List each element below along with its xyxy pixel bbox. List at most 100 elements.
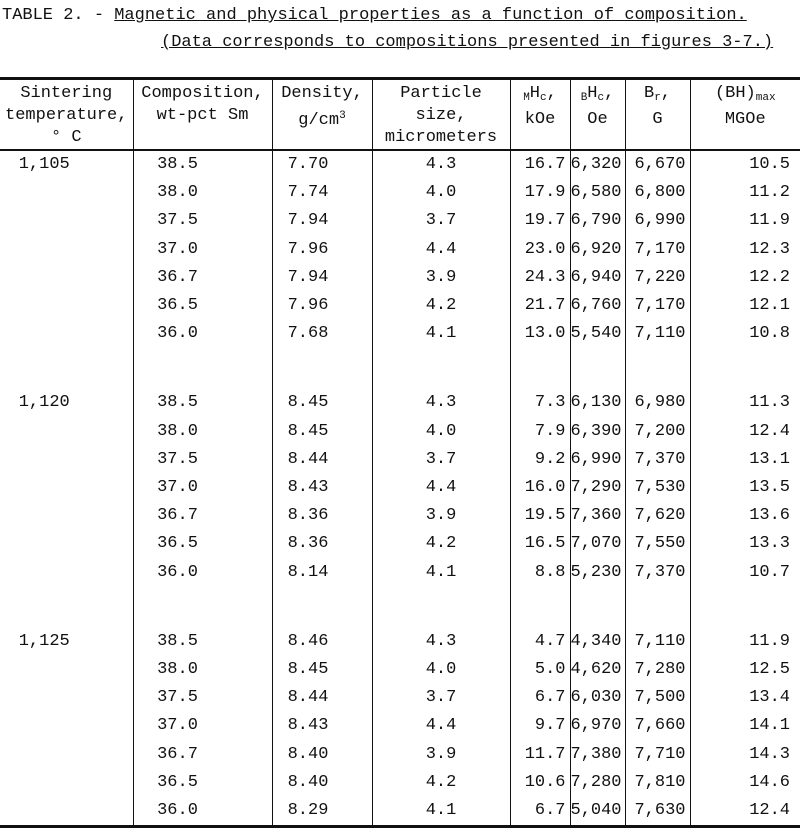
data-cell: 7,380 <box>570 741 625 769</box>
data-cell: 13.6 <box>690 502 800 530</box>
spacer-cell <box>372 348 510 389</box>
data-cell: 37.5 <box>133 207 272 235</box>
data-cell: 7,630 <box>625 797 690 827</box>
spacer-cell <box>690 587 800 628</box>
data-cell: 36.7 <box>133 741 272 769</box>
data-cell: 6,320 <box>570 150 625 179</box>
empty-cell <box>0 559 133 587</box>
header-line: Composition, <box>134 83 272 105</box>
empty-cell <box>0 446 133 474</box>
temperature-cell: 1,105 <box>0 150 133 179</box>
data-cell: 36.7 <box>133 264 272 292</box>
header-text: wt-pct Sm <box>157 106 249 125</box>
column-header: BHc,Oe <box>570 79 625 151</box>
data-cell: 7,280 <box>570 769 625 797</box>
data-cell: 36.0 <box>133 797 272 827</box>
data-cell: 7.96 <box>272 236 372 264</box>
temperature-cell: 1,125 <box>0 628 133 656</box>
header-text: Oe <box>587 110 607 129</box>
data-cell: 4,620 <box>570 656 625 684</box>
spacer-row <box>0 348 800 389</box>
data-cell: 4.3 <box>372 389 510 417</box>
data-cell: 4.1 <box>372 320 510 348</box>
data-cell: 7.74 <box>272 179 372 207</box>
data-cell: 7.9 <box>510 418 570 446</box>
header-line: micrometers <box>373 127 510 149</box>
data-cell: 6,920 <box>570 236 625 264</box>
spacer-cell <box>133 587 272 628</box>
data-cell: 4.3 <box>372 628 510 656</box>
data-cell: 19.5 <box>510 502 570 530</box>
header-text: g/cm <box>298 111 339 130</box>
data-cell: 6,990 <box>625 207 690 235</box>
header-text: ° C <box>51 128 82 147</box>
data-cell: 7,360 <box>570 502 625 530</box>
data-cell: 4.1 <box>372 559 510 587</box>
header-line: G <box>626 109 690 131</box>
empty-cell <box>0 320 133 348</box>
empty-cell <box>0 712 133 740</box>
data-cell: 37.0 <box>133 474 272 502</box>
header-text: H <box>530 84 540 103</box>
data-cell: 37.5 <box>133 684 272 712</box>
temperature-cell: 1,120 <box>0 389 133 417</box>
data-cell: 4.2 <box>372 292 510 320</box>
spacer-cell <box>570 348 625 389</box>
spacer-cell <box>372 587 510 628</box>
header-line: wt-pct Sm <box>134 105 272 127</box>
caption: TABLE 2. - Magnetic and physical propert… <box>2 2 798 56</box>
data-cell: 4.3 <box>372 150 510 179</box>
data-cell: 36.0 <box>133 559 272 587</box>
data-cell: 6,990 <box>570 446 625 474</box>
data-cell: 13.5 <box>690 474 800 502</box>
empty-cell <box>0 656 133 684</box>
header-text: H <box>587 84 597 103</box>
data-cell: 7,200 <box>625 418 690 446</box>
table-note: (Data corresponds to compositions presen… <box>161 33 773 52</box>
data-cell: 37.0 <box>133 712 272 740</box>
data-cell: 6,980 <box>625 389 690 417</box>
data-cell: 6,790 <box>570 207 625 235</box>
data-cell: 23.0 <box>510 236 570 264</box>
data-cell: 37.5 <box>133 446 272 474</box>
data-cell: 3.7 <box>372 684 510 712</box>
spacer-cell <box>0 348 133 389</box>
data-cell: 5.0 <box>510 656 570 684</box>
header-line: MGOe <box>691 109 800 131</box>
data-cell: 13.1 <box>690 446 800 474</box>
spacer-cell <box>272 587 372 628</box>
column-header: Br,G <box>625 79 690 151</box>
data-cell: 6.7 <box>510 684 570 712</box>
data-cell: 7,170 <box>625 292 690 320</box>
empty-cell <box>0 264 133 292</box>
data-cell: 6,130 <box>570 389 625 417</box>
data-cell: 16.0 <box>510 474 570 502</box>
header-line: temperature, <box>0 105 133 127</box>
data-cell: 7.70 <box>272 150 372 179</box>
data-cell: 4.0 <box>372 179 510 207</box>
data-cell: 6,800 <box>625 179 690 207</box>
spacer-cell <box>625 348 690 389</box>
data-cell: 8.46 <box>272 628 372 656</box>
data-cell: 5,040 <box>570 797 625 827</box>
data-cell: 4.0 <box>372 656 510 684</box>
data-cell: 3.9 <box>372 502 510 530</box>
spacer-cell <box>690 348 800 389</box>
data-cell: 7,220 <box>625 264 690 292</box>
data-cell: 7.96 <box>272 292 372 320</box>
header-sub: M <box>523 92 530 104</box>
spacer-cell <box>625 587 690 628</box>
data-cell: 7.68 <box>272 320 372 348</box>
header-line: Sintering <box>0 83 133 105</box>
